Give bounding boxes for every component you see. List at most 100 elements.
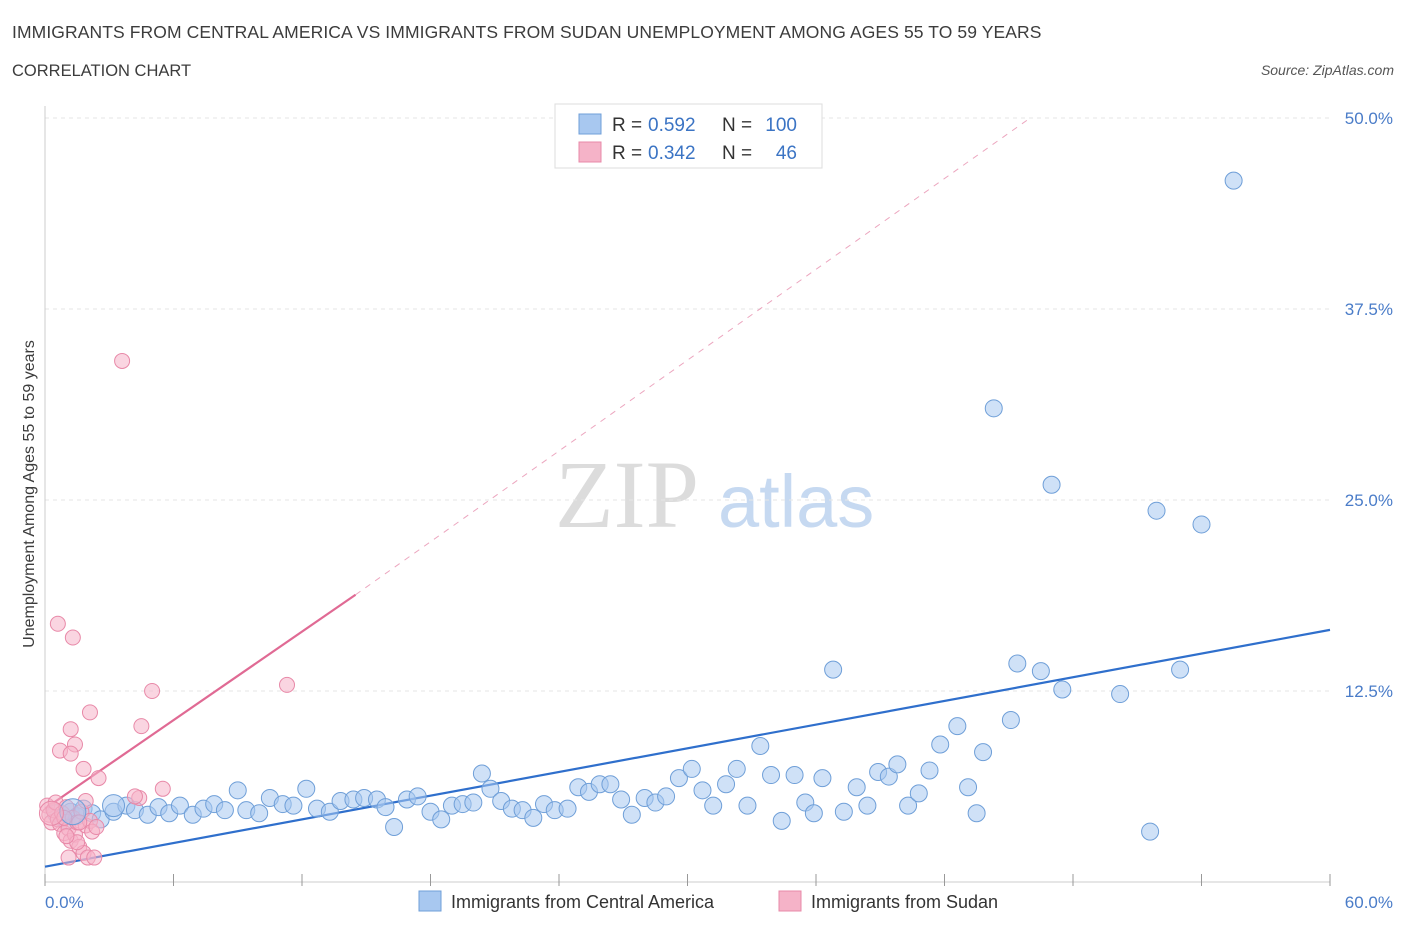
watermark-atlas: atlas xyxy=(718,460,874,543)
point-central-america xyxy=(215,801,234,820)
point-central-america xyxy=(558,799,577,818)
point-central-america xyxy=(432,810,451,829)
point-central-america xyxy=(284,796,303,815)
trend-line-central-america xyxy=(44,628,1331,868)
point-central-america xyxy=(717,775,736,794)
point-central-america xyxy=(1224,171,1243,190)
point-sudan xyxy=(62,721,79,738)
trend-line-sudan-extension xyxy=(355,117,1031,596)
point-central-america xyxy=(297,779,316,798)
point-central-america xyxy=(170,796,189,815)
x-tick-label-min: 0.0% xyxy=(45,893,84,912)
point-central-america xyxy=(847,778,866,797)
point-central-america xyxy=(250,804,269,823)
legend-n-value-2: 46 xyxy=(776,143,797,164)
point-central-america xyxy=(472,764,491,783)
legend-swatch-sudan xyxy=(578,141,602,163)
point-sudan xyxy=(114,352,131,369)
chart-subtitle: CORRELATION CHART xyxy=(12,62,192,80)
point-central-america xyxy=(1001,711,1020,730)
y-tick-label: 12.5% xyxy=(1345,682,1393,701)
legend-n-value-1: 100 xyxy=(765,115,797,136)
bottom-legend-swatch-sudan xyxy=(778,890,802,912)
point-sudan xyxy=(75,760,92,777)
x-tick-label-max: 60.0% xyxy=(1345,893,1393,912)
point-central-america xyxy=(879,767,898,786)
y-axis-label: Unemployment Among Ages 55 to 59 years xyxy=(21,340,38,648)
point-central-america xyxy=(464,793,483,812)
bottom-legend-swatch-central-america xyxy=(418,890,442,912)
point-sudan xyxy=(154,780,171,797)
point-central-america xyxy=(948,717,967,736)
point-sudan xyxy=(86,849,103,866)
correlation-legend: R = 0.592 N = 100 R = 0.342 N = 46 xyxy=(554,103,823,169)
point-central-america xyxy=(1192,515,1211,534)
point-central-america xyxy=(1171,660,1190,679)
point-sudan xyxy=(126,788,143,805)
point-central-america xyxy=(888,755,907,774)
legend-r-label-1: R = xyxy=(612,115,642,136)
point-central-america xyxy=(481,779,500,798)
point-central-america xyxy=(899,796,918,815)
point-central-america xyxy=(959,778,978,797)
gridlines xyxy=(45,117,1330,692)
point-sudan xyxy=(279,676,296,693)
series-legend: Immigrants from Central America Immigran… xyxy=(418,890,998,912)
point-central-america xyxy=(813,769,832,788)
point-sudan xyxy=(60,849,77,866)
point-sudan xyxy=(62,745,79,762)
legend-r-value-2: 0.342 xyxy=(648,143,696,164)
point-central-america xyxy=(909,784,928,803)
chart-title: IMMIGRANTS FROM CENTRAL AMERICA VS IMMIG… xyxy=(12,22,1042,42)
bottom-legend-label-central-america: Immigrants from Central America xyxy=(451,892,715,912)
point-central-america xyxy=(762,766,781,785)
point-central-america xyxy=(612,790,631,809)
point-central-america-cluster xyxy=(102,794,126,818)
point-central-america xyxy=(974,743,993,762)
point-sudan xyxy=(88,818,105,835)
point-sudan xyxy=(144,683,161,699)
point-central-america xyxy=(804,804,823,823)
tick-labels: 50.0% 37.5% 25.0% 12.5% 0.0% 60.0% xyxy=(45,109,1393,912)
point-central-america xyxy=(385,817,404,836)
legend-r-label-2: R = xyxy=(612,143,642,164)
point-sudan-cluster xyxy=(38,800,64,826)
point-central-america xyxy=(1053,680,1072,699)
point-central-america xyxy=(693,781,712,800)
point-central-america xyxy=(984,399,1003,418)
point-central-america xyxy=(320,802,339,821)
point-central-america xyxy=(738,796,757,815)
legend-n-label-1: N = xyxy=(722,115,752,136)
point-sudan xyxy=(133,718,150,735)
watermark-zip: ZIP xyxy=(555,441,699,548)
point-sudan xyxy=(64,629,81,646)
legend-n-label-2: N = xyxy=(722,143,752,164)
axes xyxy=(44,106,1331,886)
point-central-america xyxy=(920,761,939,780)
point-central-america xyxy=(601,775,620,794)
point-central-america xyxy=(376,798,395,817)
point-central-america xyxy=(408,787,427,806)
point-central-america xyxy=(1147,501,1166,520)
point-central-america xyxy=(682,759,701,778)
point-central-america xyxy=(967,804,986,823)
y-tick-label: 50.0% xyxy=(1345,109,1393,128)
bottom-legend-label-sudan: Immigrants from Sudan xyxy=(811,892,998,912)
point-central-america xyxy=(727,759,746,778)
point-central-america xyxy=(931,735,950,754)
point-sudan xyxy=(58,828,75,845)
y-tick-label: 25.0% xyxy=(1345,491,1393,510)
point-central-america xyxy=(704,796,723,815)
point-central-america xyxy=(751,737,770,756)
point-central-america xyxy=(524,808,543,827)
chart-source: Source: ZipAtlas.com xyxy=(1260,62,1394,78)
point-central-america xyxy=(834,802,853,821)
point-central-america xyxy=(1141,822,1160,841)
point-central-america xyxy=(772,811,791,830)
point-central-america xyxy=(824,660,843,679)
point-central-america xyxy=(228,781,247,800)
point-central-america xyxy=(622,805,641,824)
point-sudan xyxy=(90,770,107,787)
point-central-america xyxy=(858,796,877,815)
